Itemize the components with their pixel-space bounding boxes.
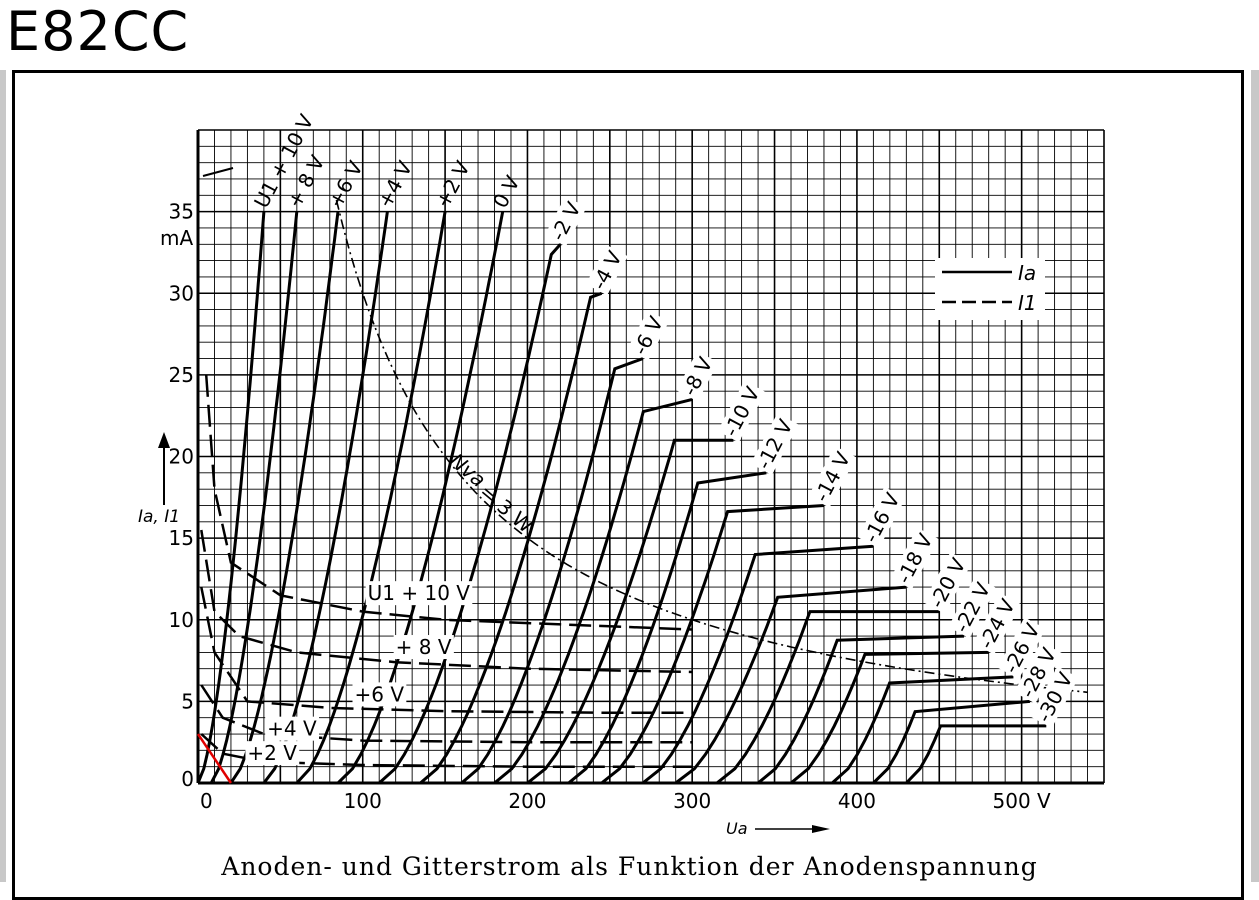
- y-tick-label: 20: [169, 445, 194, 469]
- y-tick-label: 35: [169, 200, 194, 224]
- y-unit-label: mA: [160, 226, 193, 250]
- anode-curve-label-4: +2 V: [430, 157, 475, 212]
- x-tick-label: 300: [673, 789, 711, 813]
- x-tick-label: 200: [508, 789, 546, 813]
- y-tick-label: 30: [169, 281, 194, 305]
- y-tick-label: 0: [181, 767, 194, 791]
- anode-curve-19: [873, 701, 1030, 783]
- x-tick-label: 400: [838, 789, 876, 813]
- anode-curve-6: [379, 244, 560, 783]
- y-tick-label: 25: [169, 363, 194, 387]
- y-tick-label: 5: [181, 689, 194, 713]
- chart-caption: Anoden- und Gitterstrom als Funktion der…: [0, 852, 1259, 881]
- anode-curve-2: [231, 212, 338, 783]
- x-tick-label: 0: [200, 789, 213, 813]
- grid: [198, 130, 1104, 783]
- x-tick-label: 100: [344, 789, 382, 813]
- corner-stroke: [203, 168, 233, 176]
- x-axis-title: Ua: [726, 819, 748, 838]
- legend-label-ia: Ia: [1018, 261, 1036, 285]
- legend: Ia I1: [935, 258, 1045, 320]
- x-arrow-head: [812, 825, 830, 833]
- grid-current-label-3: +4 V: [267, 717, 317, 741]
- anode-curve-1: [211, 212, 297, 783]
- y-tick-label: 10: [169, 608, 194, 632]
- anode-curve-label-5: 0 V: [488, 171, 525, 211]
- anode-curve-10: [528, 440, 734, 783]
- y-arrow-head: [158, 432, 170, 448]
- anode-current-layer: [198, 212, 1046, 783]
- grid-current-label-2: +6 V: [354, 682, 404, 706]
- x-tick-label: 500 V: [993, 789, 1052, 813]
- legend-label-i1: I1: [1018, 291, 1037, 315]
- grid-current-label-0: U1 + 10 V: [368, 581, 471, 605]
- grid-current-label-4: +2 V: [247, 741, 297, 765]
- y-tick-label: 15: [169, 526, 194, 550]
- y-axis-title: Ia, I1: [138, 507, 180, 527]
- grid-current-label-1: + 8 V: [396, 635, 452, 659]
